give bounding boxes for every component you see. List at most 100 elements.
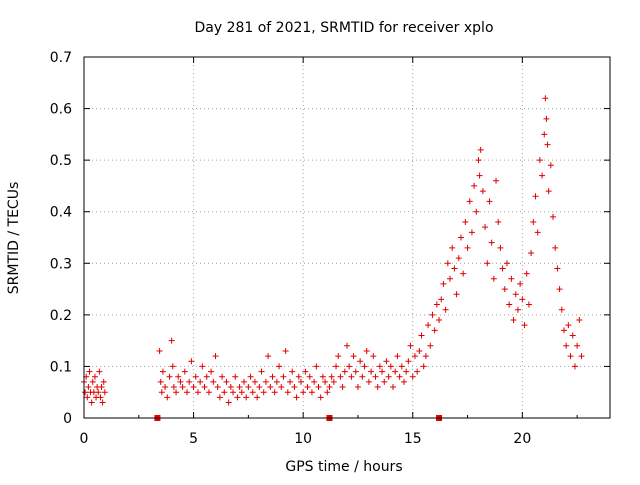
data-point <box>346 363 353 370</box>
data-point <box>556 286 563 293</box>
data-point <box>311 378 318 385</box>
data-point <box>181 368 188 375</box>
data-point <box>302 368 309 375</box>
y-tick-label: 0.3 <box>50 256 72 272</box>
data-point <box>539 172 546 179</box>
data-point <box>82 389 89 396</box>
data-point <box>203 373 210 380</box>
data-point <box>205 389 212 396</box>
data-point <box>158 389 165 396</box>
chart-title: Day 281 of 2021, SRMTID for receiver xpl… <box>194 20 493 36</box>
x-tick-label: 10 <box>294 431 312 447</box>
data-point <box>169 363 176 370</box>
tick-layer: 0 0.1 0.2 0.3 0.4 0.5 0.6 0.7 0 5 10 15 20 <box>50 50 610 447</box>
data-point <box>372 373 379 380</box>
data-point <box>339 384 346 391</box>
data-point <box>381 378 388 385</box>
data-point <box>219 373 226 380</box>
data-point <box>387 363 394 370</box>
data-point <box>337 373 344 380</box>
x-tick-label: 5 <box>189 431 198 447</box>
data-point <box>216 394 223 401</box>
data-point <box>440 280 447 287</box>
data-point <box>523 270 530 277</box>
data-point <box>291 384 298 391</box>
data-point <box>361 363 368 370</box>
data-point <box>324 389 331 396</box>
data-point <box>479 188 486 195</box>
y-tick-label: 0.4 <box>50 205 72 221</box>
data-point <box>197 378 204 385</box>
data-point <box>471 182 478 189</box>
data-point <box>519 296 526 303</box>
data-point <box>221 389 228 396</box>
data-point <box>95 389 102 396</box>
data-point <box>370 353 377 360</box>
data-point <box>403 368 410 375</box>
data-point <box>315 384 322 391</box>
data-point <box>484 260 491 267</box>
data-point <box>350 353 357 360</box>
data-point <box>306 373 313 380</box>
data-point <box>547 162 554 169</box>
data-point <box>227 384 234 391</box>
data-point <box>429 311 436 318</box>
data-point <box>376 363 383 370</box>
data-point <box>425 322 432 329</box>
data-point <box>464 244 471 251</box>
data-point <box>258 368 265 375</box>
data-point <box>530 219 537 226</box>
data-point <box>517 280 524 287</box>
data-point <box>552 244 559 251</box>
data-point <box>365 378 372 385</box>
data-point <box>411 353 418 360</box>
data-point <box>89 378 96 385</box>
data-point <box>394 353 401 360</box>
data-point <box>567 353 574 360</box>
data-point <box>532 193 539 200</box>
data-point <box>476 172 483 179</box>
data-point <box>379 368 386 375</box>
data-point <box>88 399 95 406</box>
data-point <box>534 229 541 236</box>
y-tick-label: 0.2 <box>50 308 72 324</box>
data-point <box>374 384 381 391</box>
data-point <box>245 384 252 391</box>
data-point <box>91 373 98 380</box>
data-point <box>97 394 104 401</box>
data-point <box>300 389 307 396</box>
data-point <box>514 306 521 313</box>
data-point <box>254 394 261 401</box>
data-point <box>335 353 342 360</box>
data-point <box>460 270 467 277</box>
data-point <box>293 394 300 401</box>
data-point <box>578 353 585 360</box>
data-point <box>383 358 390 365</box>
data-point <box>525 301 532 308</box>
data-point <box>447 275 454 282</box>
data-point <box>545 188 552 195</box>
data-point <box>284 389 291 396</box>
data-point <box>414 368 421 375</box>
data-point <box>168 337 175 344</box>
data-point <box>170 384 177 391</box>
data-point <box>86 368 93 375</box>
data-point <box>348 373 355 380</box>
y-tick-label: 0.5 <box>50 153 72 169</box>
data-point <box>98 384 105 391</box>
y-tick-label: 0.6 <box>50 102 72 118</box>
data-point <box>273 378 280 385</box>
data-point <box>330 378 337 385</box>
data-point <box>100 378 107 385</box>
data-point <box>438 296 445 303</box>
data-point <box>449 244 456 251</box>
data-point <box>455 255 462 262</box>
data-point <box>486 198 493 205</box>
data-point <box>354 384 361 391</box>
data-point <box>409 373 416 380</box>
data-point <box>398 363 405 370</box>
data-point <box>477 146 484 153</box>
data-point <box>495 219 502 226</box>
